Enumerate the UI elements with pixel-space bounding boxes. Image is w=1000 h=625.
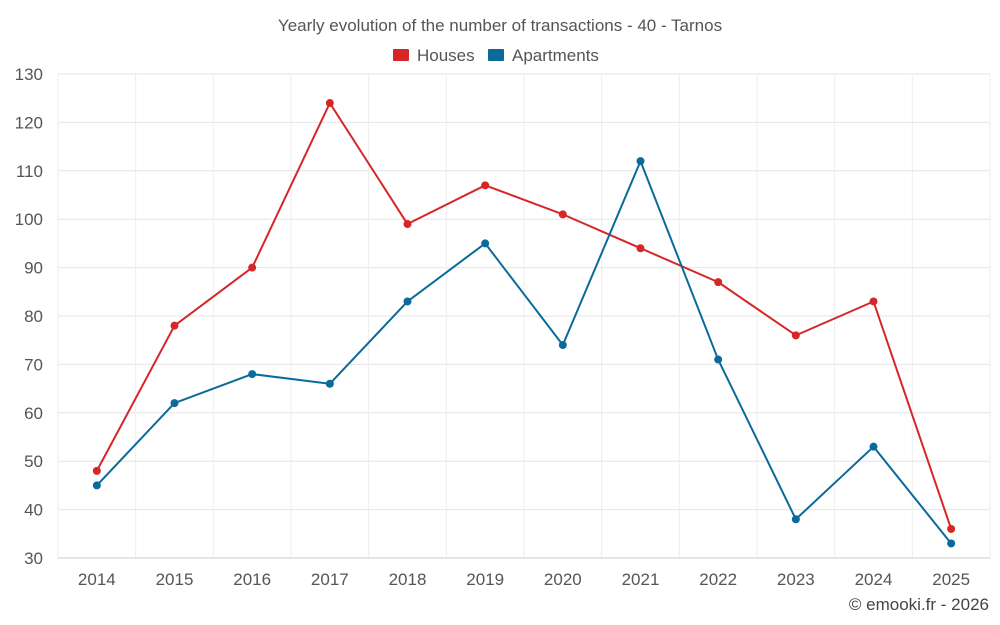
x-tick-label: 2023 <box>777 570 815 589</box>
x-tick-label: 2015 <box>156 570 194 589</box>
x-tick-label: 2020 <box>544 570 582 589</box>
y-tick-label: 80 <box>24 307 43 326</box>
data-point-houses[interactable] <box>791 331 800 340</box>
data-point-apartments[interactable] <box>325 379 334 388</box>
data-point-apartments[interactable] <box>92 481 101 490</box>
data-point-houses[interactable] <box>325 99 334 108</box>
series-line-apartments <box>96 160 952 545</box>
x-tick-label: 2025 <box>932 570 970 589</box>
y-tick-label: 130 <box>15 65 43 84</box>
y-tick-label: 100 <box>15 210 43 229</box>
x-tick-label: 2019 <box>466 570 504 589</box>
y-tick-label: 30 <box>24 549 43 568</box>
legend-label-apartments[interactable]: Apartments <box>512 46 599 65</box>
x-tick-label: 2022 <box>699 570 737 589</box>
copyright-text: © emooki.fr - 2026 <box>849 595 989 614</box>
legend-label-houses[interactable]: Houses <box>417 46 475 65</box>
data-point-houses[interactable] <box>947 524 956 533</box>
y-tick-label: 120 <box>15 113 43 132</box>
x-tick-label: 2017 <box>311 570 349 589</box>
x-tick-label: 2021 <box>622 570 660 589</box>
series-line-houses <box>95 102 953 530</box>
y-tick-label: 70 <box>24 355 43 374</box>
data-point-apartments[interactable] <box>947 539 956 548</box>
data-point-apartments[interactable] <box>248 370 257 379</box>
x-tick-label: 2014 <box>78 570 116 589</box>
data-point-houses[interactable] <box>170 321 179 330</box>
y-tick-label: 40 <box>24 501 43 520</box>
x-tick-label: 2016 <box>233 570 271 589</box>
data-point-apartments[interactable] <box>170 399 179 408</box>
data-point-houses[interactable] <box>869 297 878 306</box>
data-point-houses[interactable] <box>558 210 567 219</box>
grid <box>57 73 991 559</box>
legend-swatch-houses[interactable] <box>393 49 409 61</box>
legend-swatch-apartments[interactable] <box>488 49 504 61</box>
data-point-apartments[interactable] <box>558 341 567 350</box>
y-tick-label: 60 <box>24 404 43 423</box>
data-point-houses[interactable] <box>92 466 101 475</box>
x-tick-label: 2024 <box>855 570 893 589</box>
data-point-houses[interactable] <box>714 278 723 287</box>
series-layer <box>92 99 956 548</box>
data-point-apartments[interactable] <box>869 442 878 451</box>
y-tick-label: 90 <box>24 259 43 278</box>
data-point-apartments[interactable] <box>791 515 800 524</box>
data-point-apartments[interactable] <box>481 239 490 248</box>
data-point-houses[interactable] <box>481 181 490 190</box>
chart-title: Yearly evolution of the number of transa… <box>278 16 722 35</box>
x-tick-label: 2018 <box>389 570 427 589</box>
data-point-apartments[interactable] <box>403 297 412 306</box>
data-point-apartments[interactable] <box>636 157 645 166</box>
axes: 30 40 50 60 70 80 90 100 110 120 130 2014 2015 2016 20… <box>15 65 990 589</box>
data-point-houses[interactable] <box>248 263 257 272</box>
data-point-houses[interactable] <box>403 220 412 229</box>
legend: Houses Apartments <box>393 46 599 65</box>
data-point-houses[interactable] <box>636 244 645 253</box>
y-tick-label: 110 <box>16 162 43 181</box>
y-tick-label: 50 <box>24 452 43 471</box>
data-point-apartments[interactable] <box>714 355 723 364</box>
